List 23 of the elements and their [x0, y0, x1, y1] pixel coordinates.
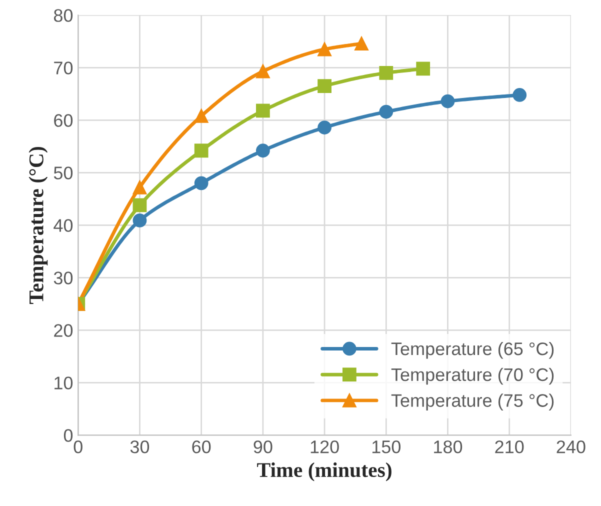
x-tick-label: 180: [434, 440, 462, 454]
x-tick-label: 90: [254, 440, 272, 454]
x-tick-label: 60: [192, 440, 211, 454]
y-tick-label: 70: [54, 62, 73, 74]
x-tick-label: 150: [372, 440, 400, 454]
x-tick-label: 120: [310, 440, 339, 454]
legend-label: Temperature (70 °C): [391, 368, 554, 385]
y-tick-label: 80: [54, 9, 73, 22]
y-tick-label: 10: [54, 376, 73, 390]
legend-label: Temperature (65 °C): [391, 342, 554, 359]
y-tick-label: 60: [54, 114, 73, 127]
y-tick-label: 0: [64, 429, 73, 442]
x-tick-label: 210: [495, 440, 524, 454]
y-tick-label: 50: [54, 166, 73, 180]
y-axis-title: Temperature (°C): [28, 146, 48, 304]
legend-label: Temperature (75 °C): [391, 394, 554, 411]
x-tick-label: 30: [130, 440, 150, 454]
x-axis-title: Time (minutes): [257, 462, 392, 482]
x-tick-label: 0: [74, 440, 82, 454]
y-tick-label: 40: [54, 219, 73, 232]
y-tick-label: 30: [54, 272, 73, 284]
y-tick-label: 20: [54, 324, 73, 337]
x-tick-label: 240: [556, 440, 586, 454]
